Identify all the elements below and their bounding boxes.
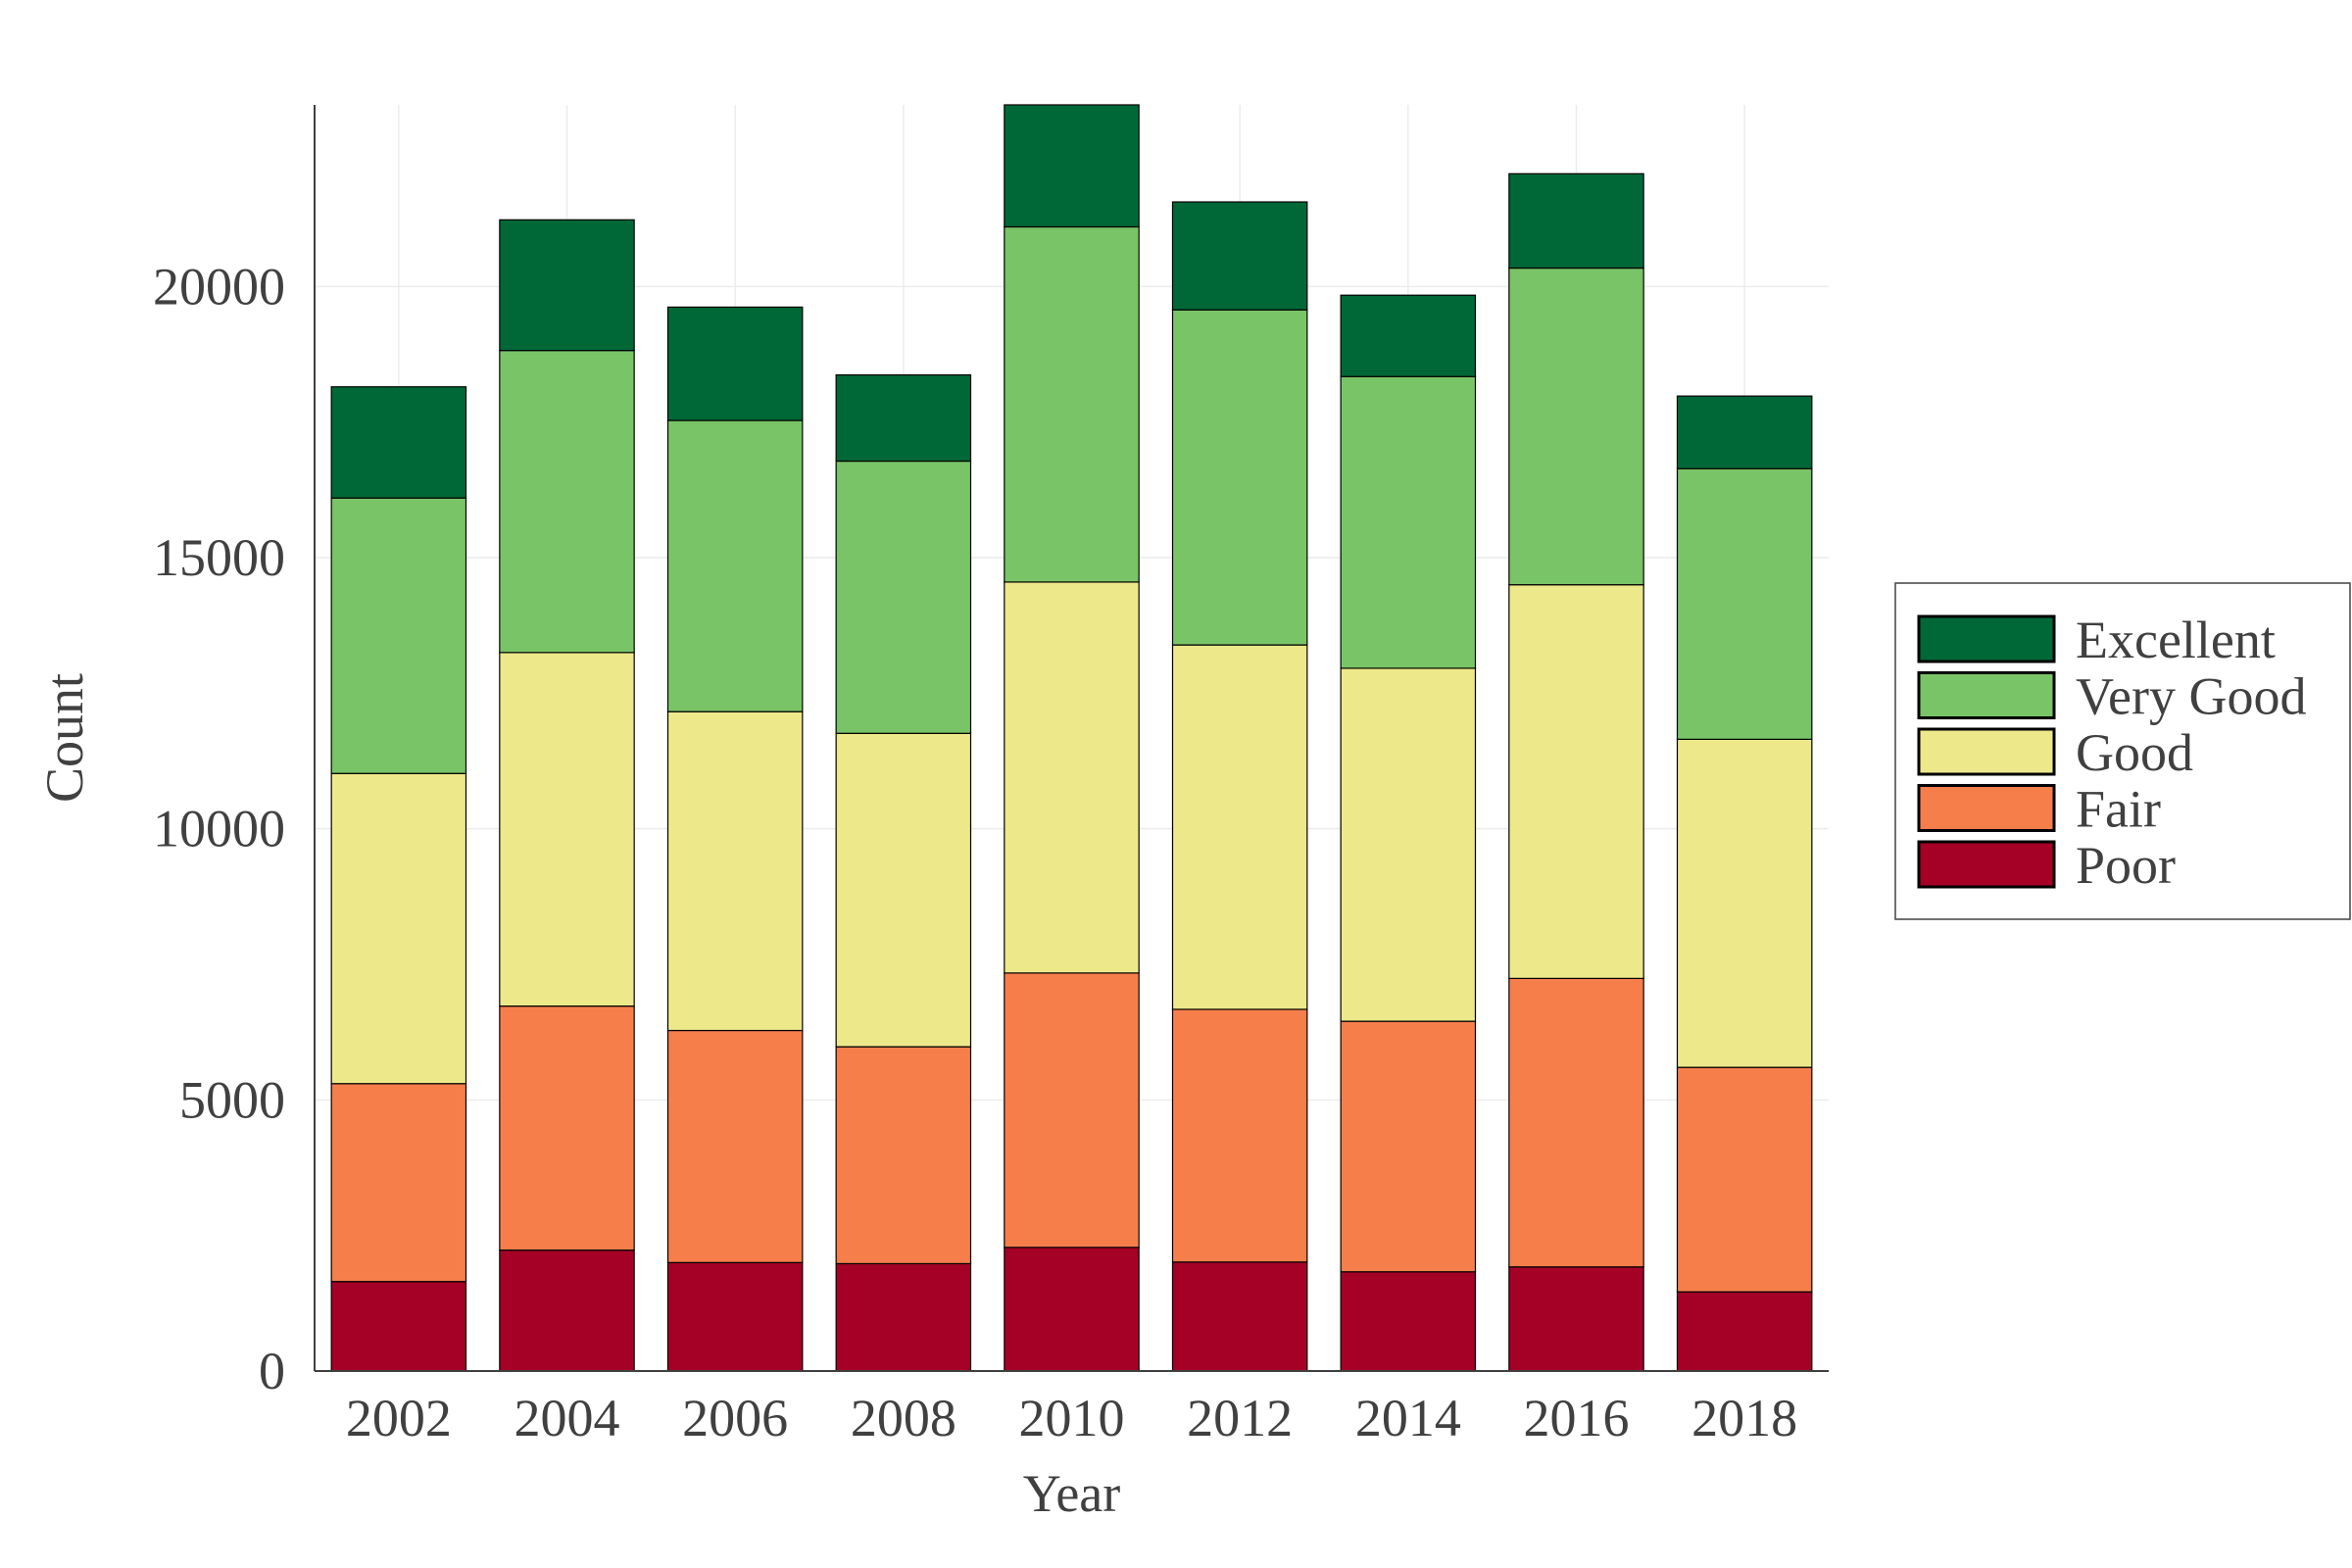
- bar-excellent-2002: [330, 386, 467, 499]
- legend-swatch-fair: [1917, 784, 2056, 832]
- legend-swatch-poor: [1917, 840, 2056, 889]
- bar-poor-2008: [835, 1262, 972, 1372]
- bar-fair-2004: [499, 1005, 635, 1251]
- bar-very-good-2006: [666, 419, 804, 712]
- bar-poor-2006: [666, 1261, 804, 1372]
- bar-fair-2014: [1340, 1020, 1477, 1273]
- bar-excellent-2018: [1676, 395, 1813, 469]
- legend-label: Poor: [2076, 836, 2176, 895]
- bar-very-good-2010: [1004, 225, 1140, 583]
- bars: [330, 104, 1813, 1372]
- bar-poor-2014: [1340, 1271, 1477, 1372]
- bar-fair-2018: [1676, 1066, 1813, 1293]
- bar-good-2006: [666, 710, 804, 1032]
- y-tick-label: 20000: [153, 257, 285, 316]
- bar-fair-2006: [666, 1029, 804, 1263]
- bar-good-2004: [499, 652, 635, 1007]
- bar-good-2012: [1171, 644, 1308, 1010]
- y-tick-label: 5000: [179, 1070, 285, 1129]
- bar-good-2010: [1004, 581, 1140, 974]
- bar-good-2018: [1676, 738, 1813, 1068]
- x-tick-label: 2014: [1355, 1389, 1461, 1447]
- bar-fair-2016: [1508, 977, 1644, 1268]
- y-tick-label: 15000: [153, 528, 285, 587]
- bar-poor-2012: [1171, 1261, 1308, 1372]
- bar-very-good-2016: [1508, 267, 1644, 586]
- x-tick-label: 2010: [1019, 1389, 1125, 1447]
- x-tick-label: 2016: [1524, 1389, 1630, 1447]
- legend-label: Fair: [2076, 780, 2161, 839]
- axes: [314, 105, 1829, 1372]
- y-tick-label: 10000: [153, 800, 285, 858]
- legend-swatch-very-good: [1917, 671, 2056, 719]
- x-axis-title: Year: [1023, 1464, 1121, 1523]
- x-tick-label: 2004: [514, 1389, 620, 1447]
- y-axis-title: Count: [35, 673, 94, 803]
- x-tick-labels: 2002 2004 2006 2008 2010 2012 2014 2016 2018: [346, 1389, 1797, 1447]
- bar-poor-2016: [1508, 1266, 1644, 1372]
- bar-very-good-2004: [499, 350, 635, 654]
- bar-poor-2018: [1676, 1291, 1813, 1372]
- bar-very-good-2008: [835, 460, 972, 734]
- x-tick-label: 2008: [851, 1389, 956, 1447]
- bar-very-good-2018: [1676, 467, 1813, 740]
- bar-fair-2008: [835, 1046, 972, 1265]
- x-tick-label: 2006: [682, 1389, 788, 1447]
- legend-swatch-excellent: [1917, 614, 2056, 663]
- bar-excellent-2006: [666, 306, 804, 421]
- bar-good-2016: [1508, 584, 1644, 979]
- bar-fair-2010: [1004, 972, 1140, 1249]
- x-tick-label: 2002: [346, 1389, 452, 1447]
- bar-poor-2004: [499, 1250, 635, 1372]
- bar-good-2014: [1340, 667, 1477, 1022]
- x-tick-label: 2018: [1691, 1389, 1797, 1447]
- legend-label: Excellent: [2076, 611, 2276, 669]
- legend-swatch-good: [1917, 727, 2056, 776]
- bar-poor-2002: [330, 1281, 467, 1372]
- legend-label: Very Good: [2076, 667, 2306, 726]
- y-tick-labels: 0 5000 10000 15000 20000: [153, 257, 285, 1400]
- bar-excellent-2016: [1508, 172, 1644, 270]
- bar-very-good-2012: [1171, 309, 1308, 646]
- bar-fair-2002: [330, 1083, 467, 1283]
- bar-fair-2012: [1171, 1008, 1308, 1263]
- bar-very-good-2002: [330, 497, 467, 774]
- bar-excellent-2012: [1171, 201, 1308, 311]
- bar-very-good-2014: [1340, 375, 1477, 669]
- bar-good-2002: [330, 772, 467, 1085]
- bar-poor-2010: [1004, 1247, 1140, 1372]
- bar-excellent-2008: [835, 373, 972, 463]
- bar-excellent-2010: [1004, 104, 1140, 228]
- bar-excellent-2014: [1340, 294, 1477, 377]
- legend-label: Good: [2076, 723, 2193, 782]
- bar-excellent-2004: [499, 219, 635, 352]
- bar-good-2008: [835, 732, 972, 1048]
- y-tick-label: 0: [259, 1342, 285, 1400]
- x-tick-label: 2012: [1187, 1389, 1293, 1447]
